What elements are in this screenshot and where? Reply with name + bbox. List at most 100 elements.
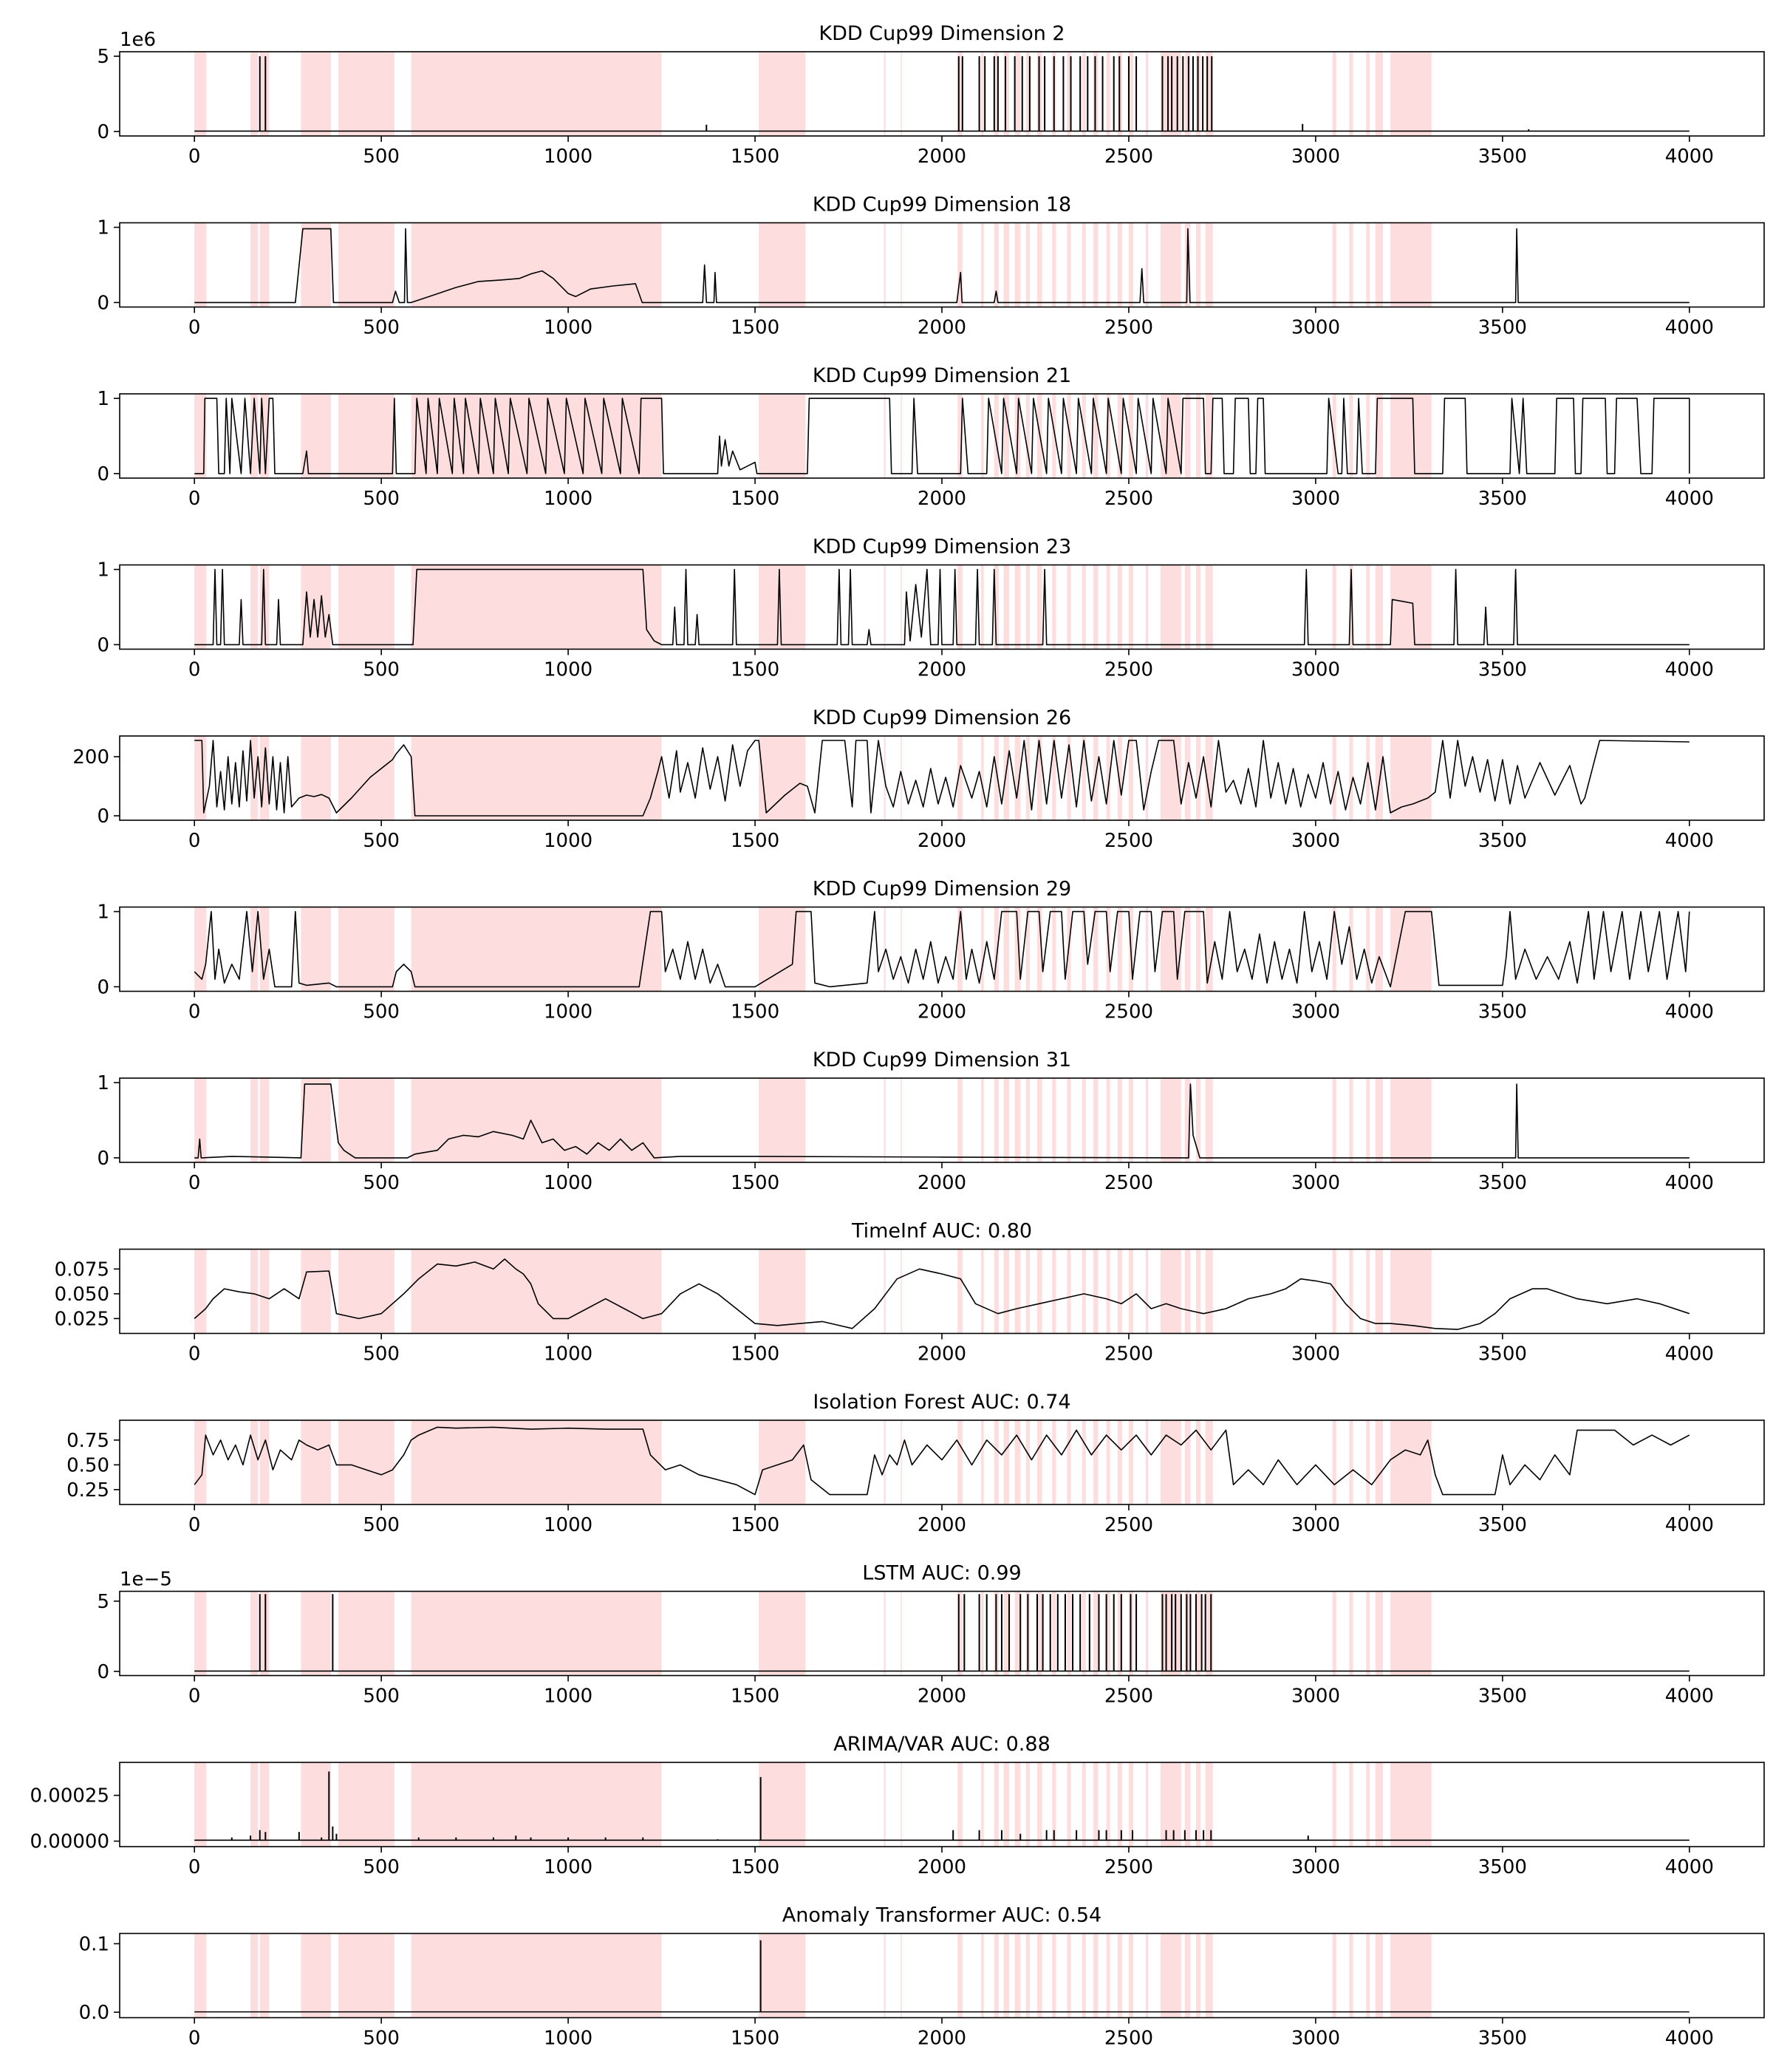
anomaly-band xyxy=(1349,394,1353,478)
anomaly-band xyxy=(981,1762,984,1847)
anomaly-band xyxy=(338,52,394,136)
x-tick-label: 0 xyxy=(188,146,201,168)
anomaly-band xyxy=(259,1591,270,1676)
anomaly-band xyxy=(1117,1933,1122,2018)
x-tick-label: 2000 xyxy=(918,659,966,681)
anomaly-band xyxy=(194,222,207,307)
x-tick-label: 0 xyxy=(188,1686,201,1708)
x-tick-label: 500 xyxy=(363,1172,400,1194)
anomaly-bands xyxy=(194,1591,1432,1676)
anomaly-band xyxy=(1375,1933,1383,2018)
anomaly-band xyxy=(1003,52,1010,136)
panel-title: KDD Cup99 Dimension 2 xyxy=(819,22,1065,45)
x-tick-label: 3500 xyxy=(1478,2028,1527,2050)
anomaly-band xyxy=(301,1762,331,1847)
anomaly-band xyxy=(1366,1591,1370,1676)
x-tick-label: 1500 xyxy=(731,2028,779,2050)
anomaly-band xyxy=(1025,394,1030,478)
anomaly-band xyxy=(1375,565,1383,650)
panel-title: LSTM AUC: 0.99 xyxy=(862,1562,1021,1585)
anomaly-band xyxy=(1082,565,1086,650)
anomaly-band xyxy=(1067,52,1071,136)
anomaly-band xyxy=(1025,1933,1030,2018)
anomaly-band xyxy=(1093,1249,1099,1334)
anomaly-band xyxy=(259,1762,270,1847)
anomaly-band xyxy=(1067,1249,1071,1334)
y-tick-label: 0.75 xyxy=(66,1430,109,1452)
anomaly-band xyxy=(1390,52,1432,136)
y-tick-label: 1 xyxy=(97,1072,109,1094)
anomaly-band xyxy=(1332,736,1336,820)
anomaly-band xyxy=(1014,907,1021,992)
anomaly-band xyxy=(1037,1591,1042,1676)
anomaly-band xyxy=(1184,1420,1191,1504)
anomaly-band xyxy=(1037,1249,1042,1334)
x-tick-label: 3500 xyxy=(1478,1172,1527,1194)
anomaly-band xyxy=(884,565,886,650)
anomaly-band xyxy=(1052,1762,1056,1847)
x-tick-label: 3000 xyxy=(1291,1001,1340,1023)
data-line xyxy=(194,910,1690,988)
anomaly-band xyxy=(1082,1249,1086,1334)
anomaly-band xyxy=(1184,1762,1191,1847)
panel-3: KDD Cup99 Dimension 23 0 1 0 500 1000 1500 2000… xyxy=(97,536,1765,681)
x-tick-label: 3000 xyxy=(1291,146,1340,168)
anomaly-band xyxy=(1014,1420,1021,1504)
anomaly-band xyxy=(884,1078,886,1162)
x-tick-label: 3000 xyxy=(1291,830,1340,852)
anomaly-band xyxy=(1349,222,1353,307)
anomaly-band xyxy=(957,1420,963,1504)
x-tick-label: 3000 xyxy=(1291,1343,1340,1366)
anomaly-band xyxy=(1037,1078,1042,1162)
anomaly-band xyxy=(301,1078,331,1162)
anomaly-band xyxy=(1093,1078,1099,1162)
anomaly-band xyxy=(338,1420,394,1504)
anomaly-band xyxy=(759,736,806,820)
anomaly-band xyxy=(301,1933,331,2018)
series-group xyxy=(194,910,1690,988)
anomaly-band xyxy=(1184,907,1191,992)
x-tick-label: 2000 xyxy=(918,1343,966,1366)
anomaly-band xyxy=(1128,222,1134,307)
y-tick-label: 0.25 xyxy=(66,1479,109,1502)
axis-scale-label: 1e6 xyxy=(120,29,156,51)
anomaly-band xyxy=(338,1591,394,1676)
anomaly-band xyxy=(1375,222,1383,307)
anomaly-band xyxy=(1003,222,1010,307)
anomaly-band xyxy=(1332,1420,1336,1504)
x-tick-label: 3000 xyxy=(1291,1856,1340,1878)
anomaly-band xyxy=(1117,394,1122,478)
x-tick-label: 4000 xyxy=(1665,1686,1714,1708)
x-tick-label: 4000 xyxy=(1665,1172,1714,1194)
x-tick-label: 2500 xyxy=(1104,1343,1153,1366)
anomaly-band xyxy=(411,565,662,650)
series-group xyxy=(194,398,1690,474)
anomaly-band xyxy=(1128,1420,1134,1504)
y-tick-label: 0.0 xyxy=(79,2002,109,2024)
anomaly-band xyxy=(884,907,886,992)
anomaly-band xyxy=(1184,52,1191,136)
anomaly-band xyxy=(338,736,394,820)
anomaly-band xyxy=(1332,1933,1336,2018)
anomaly-band xyxy=(1128,1078,1134,1162)
anomaly-band xyxy=(1205,1933,1213,2018)
anomaly-band xyxy=(884,1420,886,1504)
anomaly-band xyxy=(1117,1591,1122,1676)
anomaly-band xyxy=(194,52,207,136)
anomaly-band xyxy=(1349,1078,1353,1162)
anomaly-band xyxy=(1332,1078,1336,1162)
anomaly-band xyxy=(1145,222,1149,307)
x-tick-label: 3500 xyxy=(1478,1001,1527,1023)
anomaly-band xyxy=(994,222,999,307)
x-tick-label: 1000 xyxy=(544,1686,592,1708)
anomaly-band xyxy=(981,394,984,478)
panel-title: KDD Cup99 Dimension 18 xyxy=(813,194,1071,217)
anomaly-band xyxy=(1160,222,1181,307)
series-group xyxy=(194,1083,1690,1159)
anomaly-band xyxy=(250,222,259,307)
anomaly-band xyxy=(194,1591,207,1676)
anomaly-band xyxy=(250,394,259,478)
anomaly-band xyxy=(1093,907,1099,992)
anomaly-band xyxy=(1025,222,1030,307)
anomaly-band xyxy=(1093,1762,1099,1847)
